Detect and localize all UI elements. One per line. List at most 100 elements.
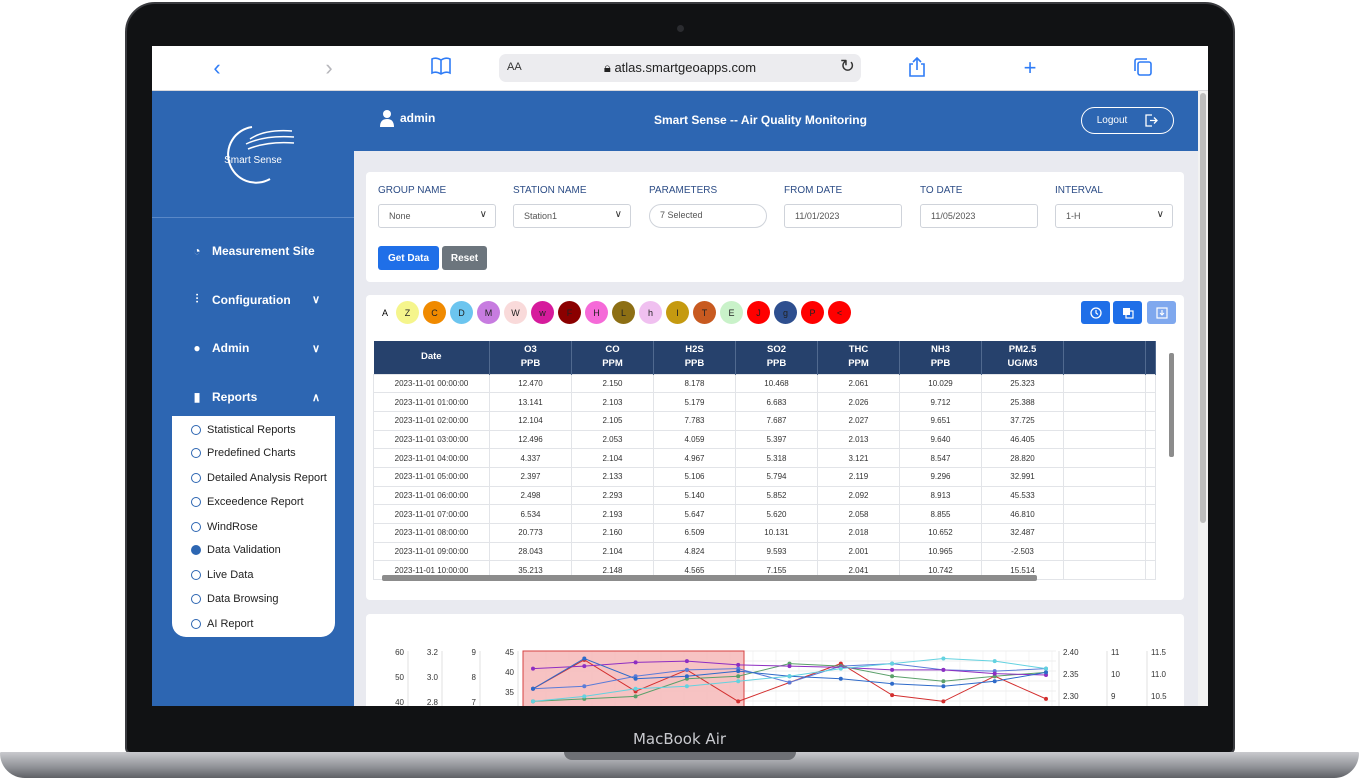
report-ai[interactable]: AI Report [191,618,253,630]
flag-chip[interactable]: g [774,301,797,324]
flag-chip[interactable]: h [639,301,662,324]
column-header[interactable]: PM2.5 UG/M3 [981,341,1064,374]
flag-chip[interactable]: W [504,301,527,324]
table-cell[interactable]: 28.820 [981,448,1064,468]
table-cell[interactable]: 5.179 [653,392,736,412]
tabs-icon[interactable] [1131,56,1155,80]
table-cell[interactable]: 2.498 [489,485,572,506]
copy-button[interactable] [1113,301,1142,324]
clock-button[interactable] [1081,301,1110,324]
from-date-input[interactable]: 11/01/2023 [784,204,902,228]
table-cell[interactable]: 2023-11-01 04:00:00 [373,448,490,468]
table-cell[interactable]: 5.397 [735,429,818,450]
table-cell[interactable]: 5.106 [653,466,736,487]
table-cell[interactable]: 4.967 [653,448,736,468]
report-detailed-analysis[interactable]: Detailed Analysis Report [191,472,327,484]
table-cell[interactable]: 9.593 [735,541,818,562]
table-cell[interactable]: 2023-11-01 06:00:00 [373,485,490,506]
table-cell[interactable]: 2.013 [817,429,900,450]
table-vertical-scrollbar[interactable] [1169,347,1174,575]
flag-chip[interactable]: P [801,301,824,324]
table-cell[interactable]: 10.652 [899,523,982,543]
table-cell[interactable]: 5.140 [653,485,736,506]
flag-chip[interactable]: E [720,301,743,324]
table-cell[interactable]: 8.178 [653,373,736,394]
table-cell[interactable]: 20.773 [489,523,572,543]
reset-button[interactable]: Reset [442,246,487,270]
table-cell[interactable]: 2.150 [571,373,654,394]
table-cell[interactable]: 9.712 [899,392,982,412]
table-cell[interactable]: 7.687 [735,410,818,431]
nav-admin[interactable]: ● Admin ∨ [190,341,320,355]
table-cell[interactable]: 4.824 [653,541,736,562]
table-cell[interactable]: 2.027 [817,410,900,431]
table-cell[interactable]: 2023-11-01 09:00:00 [373,541,490,562]
table-cell[interactable]: 10.468 [735,373,818,394]
forward-icon[interactable]: › [325,55,333,80]
table-cell[interactable]: 2.018 [817,523,900,543]
table-cell[interactable]: 2023-11-01 07:00:00 [373,504,490,524]
table-row[interactable]: 2023-11-01 04:00:00 4.337 2.104 4.967 5.318 3… [373,448,1156,468]
table-cell[interactable]: 2023-11-01 08:00:00 [373,523,490,543]
table-cell[interactable]: 32.487 [981,523,1064,543]
table-cell[interactable]: 2.119 [817,466,900,487]
column-header[interactable]: CO PPM [571,341,654,374]
table-vertical-thumb[interactable] [1169,353,1174,457]
table-cell[interactable]: 2023-11-01 01:00:00 [373,392,490,412]
table-cell[interactable]: 6.683 [735,392,818,412]
flag-chip[interactable]: T [693,301,716,324]
parameters-select[interactable]: 7 Selected [649,204,767,228]
table-cell[interactable]: 5.852 [735,485,818,506]
column-header[interactable]: H2S PPB [653,341,736,374]
table-cell[interactable]: 2.092 [817,485,900,506]
table-cell[interactable]: 2023-11-01 05:00:00 [373,466,490,487]
flag-chip[interactable]: J [747,301,770,324]
column-header[interactable]: O3 PPB [489,341,572,374]
table-cell[interactable]: 46.405 [981,429,1064,450]
table-cell[interactable]: 5.647 [653,504,736,524]
table-cell[interactable]: 10.965 [899,541,982,562]
page-scrollbar-thumb[interactable] [1200,93,1206,523]
table-cell[interactable]: 12.104 [489,410,572,431]
table-cell[interactable]: 2.397 [489,466,572,487]
table-cell[interactable]: 10.131 [735,523,818,543]
table-row[interactable]: 2023-11-01 06:00:00 2.498 2.293 5.140 5.852 2… [373,485,1156,506]
table-cell[interactable]: 2023-11-01 03:00:00 [373,429,490,450]
table-cell[interactable]: 2.133 [571,466,654,487]
table-horizontal-thumb[interactable] [382,575,1037,581]
flag-chip[interactable]: I [666,301,689,324]
table-cell[interactable]: -2.503 [981,541,1064,562]
table-cell[interactable]: 10.029 [899,373,982,394]
table-row[interactable]: 2023-11-01 07:00:00 6.534 2.193 5.647 5.620 2… [373,504,1156,524]
table-cell[interactable]: 5.318 [735,448,818,468]
table-cell[interactable]: 2.053 [571,429,654,450]
table-cell[interactable]: 9.296 [899,466,982,487]
report-data-validation[interactable]: Data Validation [191,544,281,556]
flag-chip[interactable]: M [477,301,500,324]
flag-chip[interactable]: Z [396,301,419,324]
column-header[interactable]: THC PPM [817,341,900,374]
table-cell[interactable]: 2023-11-01 00:00:00 [373,373,490,394]
flag-chip[interactable]: C [423,301,446,324]
to-date-input[interactable]: 11/05/2023 [920,204,1038,228]
flag-chip[interactable]: L [612,301,635,324]
table-cell[interactable]: 2.160 [571,523,654,543]
table-cell[interactable]: 5.794 [735,466,818,487]
table-cell[interactable]: 2.193 [571,504,654,524]
table-cell[interactable]: 28.043 [489,541,572,562]
column-header[interactable]: NH3 PPB [899,341,982,374]
reload-icon[interactable]: ↻ [839,56,855,76]
back-icon[interactable]: ‹ [213,55,221,80]
table-row[interactable]: 2023-11-01 08:00:00 20.773 2.160 6.509 10.13… [373,523,1156,543]
station-name-select[interactable]: Station1 ∨ [513,204,631,228]
text-size-button[interactable]: AA [507,61,522,73]
table-row[interactable]: 2023-11-01 05:00:00 2.397 2.133 5.106 5.794 2… [373,466,1156,487]
table-cell[interactable]: 2023-11-01 02:00:00 [373,410,490,431]
table-cell[interactable]: 12.470 [489,373,572,394]
share-icon[interactable] [905,56,929,80]
flag-chip[interactable]: A [381,307,388,318]
report-live-data[interactable]: Live Data [191,569,253,581]
table-cell[interactable]: 12.496 [489,429,572,450]
table-cell[interactable]: 25.323 [981,373,1064,394]
flag-chip[interactable]: w [531,301,554,324]
